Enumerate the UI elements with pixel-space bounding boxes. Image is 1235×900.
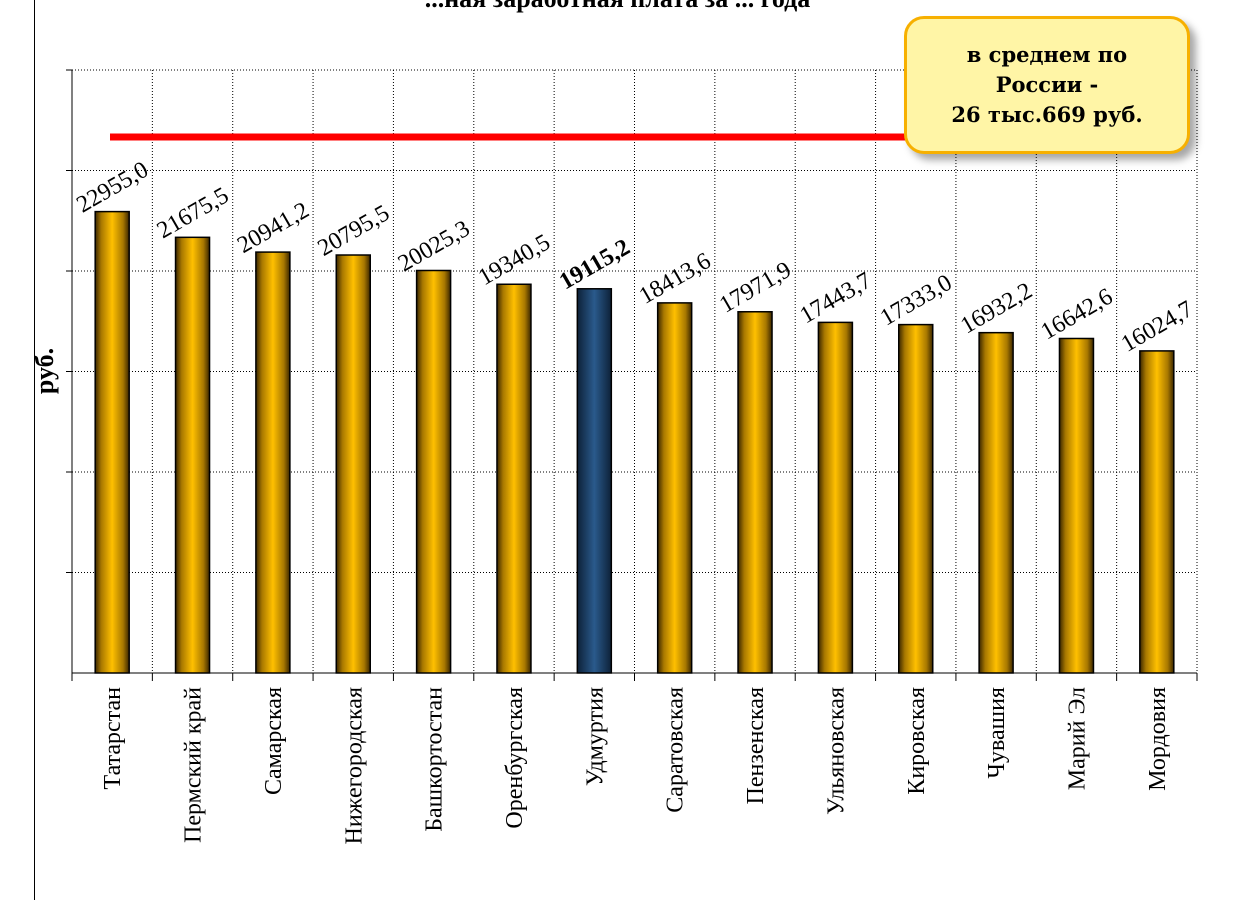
- bar: [174, 236, 211, 674]
- category-label: Башкортостан: [422, 687, 448, 832]
- category-label: Оренбургская: [502, 687, 528, 829]
- bar-value-label: 20795,5: [313, 200, 394, 262]
- axes: [66, 69, 1198, 681]
- category-label: Чувашия: [984, 687, 1010, 779]
- bar: [576, 288, 613, 674]
- bar-value-label: 18413,6: [635, 248, 716, 310]
- bar: [335, 254, 371, 674]
- bar-value-label: 17333,0: [876, 270, 957, 332]
- bar-value-label: 17971,9: [715, 257, 796, 319]
- bars: [94, 210, 1175, 674]
- category-labels: Татарстан Пермский край Самарская Нижегород…: [100, 687, 1171, 845]
- bar-value-label: 21675,5: [153, 183, 234, 245]
- bar-value-label: 19340,5: [474, 229, 555, 291]
- bar-value-label: 19115,2: [555, 234, 634, 295]
- bar: [1058, 337, 1095, 674]
- category-label: Марий Эл: [1064, 687, 1090, 790]
- bar-value-label: 20025,3: [394, 216, 475, 278]
- category-label: Татарстан: [100, 687, 126, 790]
- bar: [978, 331, 1014, 674]
- bar: [415, 269, 452, 674]
- average-callout-text: в среднем по России - 26 тыс.669 руб.: [951, 42, 1143, 127]
- bar: [255, 251, 291, 674]
- category-label: Удмуртия: [582, 687, 608, 786]
- chart-title: ...ная заработная плата за ... года: [0, 0, 1235, 14]
- bar-value-label: 22955,0: [72, 157, 153, 219]
- category-label: Кировская: [904, 687, 930, 795]
- bar: [1139, 350, 1175, 674]
- category-label: Нижегородская: [341, 687, 367, 845]
- frame-border: [34, 0, 35, 900]
- category-label: Ульяновская: [823, 687, 849, 815]
- bar: [898, 323, 934, 674]
- category-label: Пермский край: [181, 687, 207, 843]
- bar-value-label: 20941,2: [233, 197, 314, 259]
- bar-value-label: 16932,2: [956, 278, 1037, 340]
- average-callout: в среднем по России - 26 тыс.669 руб.: [904, 16, 1190, 154]
- bar: [737, 311, 773, 674]
- bar-value-label: 16024,7: [1117, 296, 1198, 358]
- bar-value-label: 16642,6: [1037, 284, 1118, 346]
- bar: [656, 302, 693, 674]
- value-labels: 22955,0 21675,5 20941,2 20795,5 20025,3 19340…: [72, 157, 1197, 358]
- bar-value-label: 17443,7: [796, 268, 877, 330]
- category-label: Самарская: [261, 687, 287, 795]
- bar: [94, 210, 130, 674]
- category-label: Пензенская: [743, 687, 769, 804]
- category-label: Саратовская: [663, 687, 689, 813]
- category-label: Мордовия: [1145, 687, 1171, 791]
- bar: [496, 283, 532, 674]
- gridlines: [72, 69, 1198, 673]
- bar: [817, 321, 854, 674]
